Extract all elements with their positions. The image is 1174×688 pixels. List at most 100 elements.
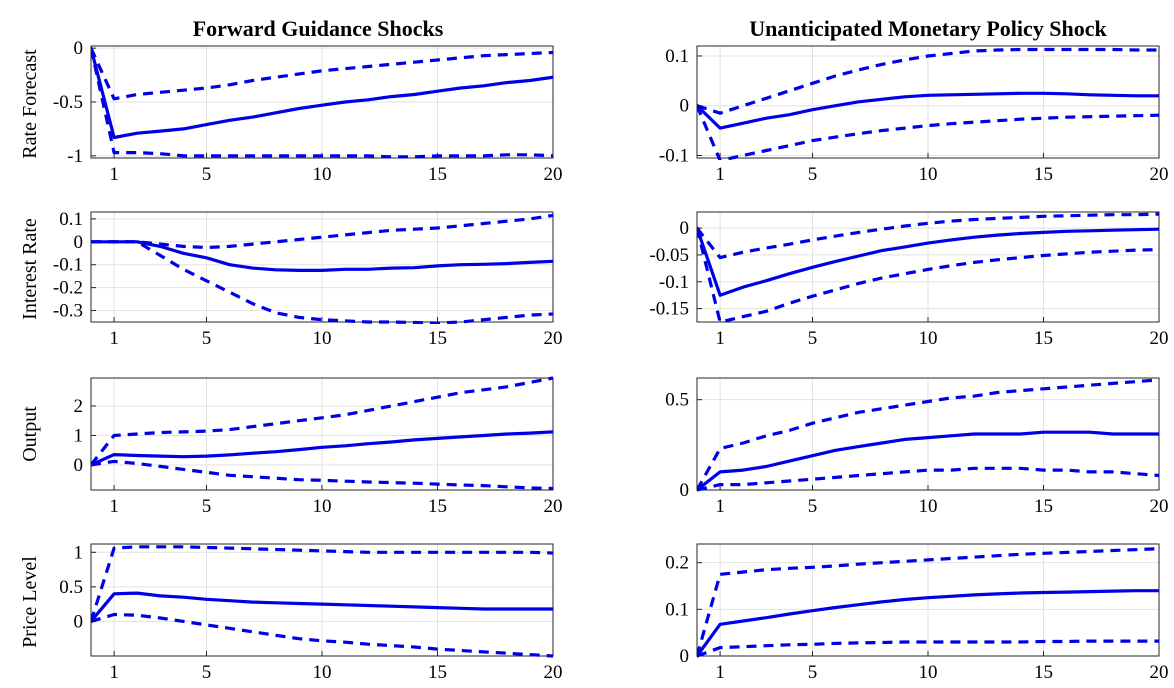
right-column-title: Unanticipated Monetary Policy Shock: [749, 16, 1107, 41]
x-tick-label: 1: [715, 496, 725, 517]
panel-fg-rate-forecast: 1 5 10 15 20-1-0.50: [53, 38, 563, 185]
x-tick-label: 15: [428, 164, 447, 185]
x-tick-label: 1: [109, 496, 119, 517]
row-label-rate-forecast: Rate Forecast: [19, 49, 41, 159]
x-tick-label: 10: [919, 328, 938, 349]
x-tick-label: 1: [715, 164, 725, 185]
x-tick-label: 10: [313, 662, 332, 683]
x-tick-label: 15: [1034, 164, 1053, 185]
series-group: [91, 46, 553, 159]
series-line-upper: [697, 547, 1159, 657]
y-tick-label: -0.05: [649, 245, 689, 266]
y-tick-label: 0.1: [665, 599, 689, 620]
panels-layer: 1 5 10 15 20-1-0.501 5 10 15 20-0.3-0.2-0.100.11…: [53, 38, 1169, 683]
y-tick-label: 0: [680, 96, 690, 117]
x-tick-label: 1: [715, 328, 725, 349]
row-label-price-level: Price Level: [19, 556, 41, 648]
series-line-median: [697, 430, 1159, 492]
x-tick-label: 20: [544, 164, 563, 185]
x-tick-label: 1: [109, 328, 119, 349]
series-line-upper: [697, 47, 1159, 115]
y-tick-label: 1: [74, 425, 84, 446]
x-tick-label: 20: [1150, 496, 1169, 517]
y-tick-label: 0.5: [59, 577, 83, 598]
series-line-upper: [697, 212, 1159, 260]
x-tick-label: 15: [1034, 662, 1053, 683]
y-tick-label: 2: [74, 396, 84, 417]
y-tick-label: -1: [67, 146, 83, 167]
x-tick-label: 10: [313, 164, 332, 185]
x-tick-label: 20: [1150, 662, 1169, 683]
x-tick-label: 15: [428, 328, 447, 349]
left-column-title: Forward Guidance Shocks: [193, 16, 444, 41]
x-tick-label: 5: [202, 496, 212, 517]
y-tick-label: 0.1: [59, 209, 83, 230]
x-tick-label: 10: [919, 662, 938, 683]
y-tick-label: -0.15: [649, 299, 689, 320]
x-tick-label: 10: [919, 164, 938, 185]
series-line-median: [91, 240, 553, 272]
series-group: [697, 547, 1159, 658]
y-tick-label: 0: [74, 38, 84, 59]
panel-mp-rate-forecast: 1 5 10 15 20-0.100.1: [659, 45, 1169, 185]
series-group: [697, 212, 1159, 324]
series-line-lower: [697, 227, 1159, 324]
x-tick-label: 1: [109, 164, 119, 185]
y-tick-label: 0: [74, 455, 84, 476]
x-tick-label: 5: [808, 328, 818, 349]
series-line-median: [697, 91, 1159, 130]
row-label-interest-rate: Interest Rate: [19, 218, 41, 320]
panel-mp-interest-rate: 1 5 10 15 20-0.15-0.1-0.050: [649, 211, 1169, 349]
series-group: [697, 378, 1159, 492]
x-tick-label: 5: [202, 328, 212, 349]
panel-fg-interest-rate: 1 5 10 15 20-0.3-0.2-0.100.1: [53, 209, 563, 349]
x-tick-label: 10: [313, 328, 332, 349]
x-tick-label: 15: [428, 662, 447, 683]
series-line-upper: [91, 213, 553, 250]
series-group: [91, 545, 553, 658]
y-tick-label: 0: [680, 218, 690, 239]
x-tick-label: 15: [1034, 328, 1053, 349]
x-tick-label: 5: [808, 164, 818, 185]
x-tick-label: 10: [919, 496, 938, 517]
y-tick-label: 0: [74, 232, 84, 253]
y-tick-label: 0.1: [665, 46, 689, 67]
y-tick-label: -0.1: [659, 272, 689, 293]
series-line-lower: [697, 466, 1159, 492]
series-group: [697, 47, 1159, 160]
x-tick-label: 20: [544, 496, 563, 517]
y-tick-label: -0.3: [53, 301, 83, 322]
x-tick-label: 15: [1034, 496, 1053, 517]
series-line-median: [697, 589, 1159, 658]
y-tick-label: 0: [74, 611, 84, 632]
y-tick-label: -0.1: [659, 146, 689, 167]
x-tick-label: 5: [202, 662, 212, 683]
y-tick-label: 0: [680, 646, 690, 667]
series-line-median: [91, 430, 553, 467]
series-line-upper: [91, 47, 553, 101]
x-tick-label: 20: [544, 662, 563, 683]
x-tick-label: 1: [109, 662, 119, 683]
row-label-output: Output: [19, 406, 41, 462]
series-group: [91, 213, 553, 324]
y-tick-label: -0.5: [53, 92, 83, 113]
y-tick-label: 1: [74, 542, 84, 563]
y-tick-label: 0.2: [665, 553, 689, 574]
x-tick-label: 20: [1150, 328, 1169, 349]
y-tick-label: 0: [680, 480, 690, 501]
series-line-median: [91, 46, 553, 140]
series-line-upper: [697, 378, 1159, 491]
y-tick-label: -0.1: [53, 255, 83, 276]
x-tick-label: 5: [808, 496, 818, 517]
series-line-median: [697, 226, 1159, 297]
x-tick-label: 10: [313, 496, 332, 517]
x-tick-label: 15: [428, 496, 447, 517]
x-tick-label: 1: [715, 662, 725, 683]
series-line-lower: [91, 47, 553, 159]
series-line-median: [91, 591, 553, 623]
